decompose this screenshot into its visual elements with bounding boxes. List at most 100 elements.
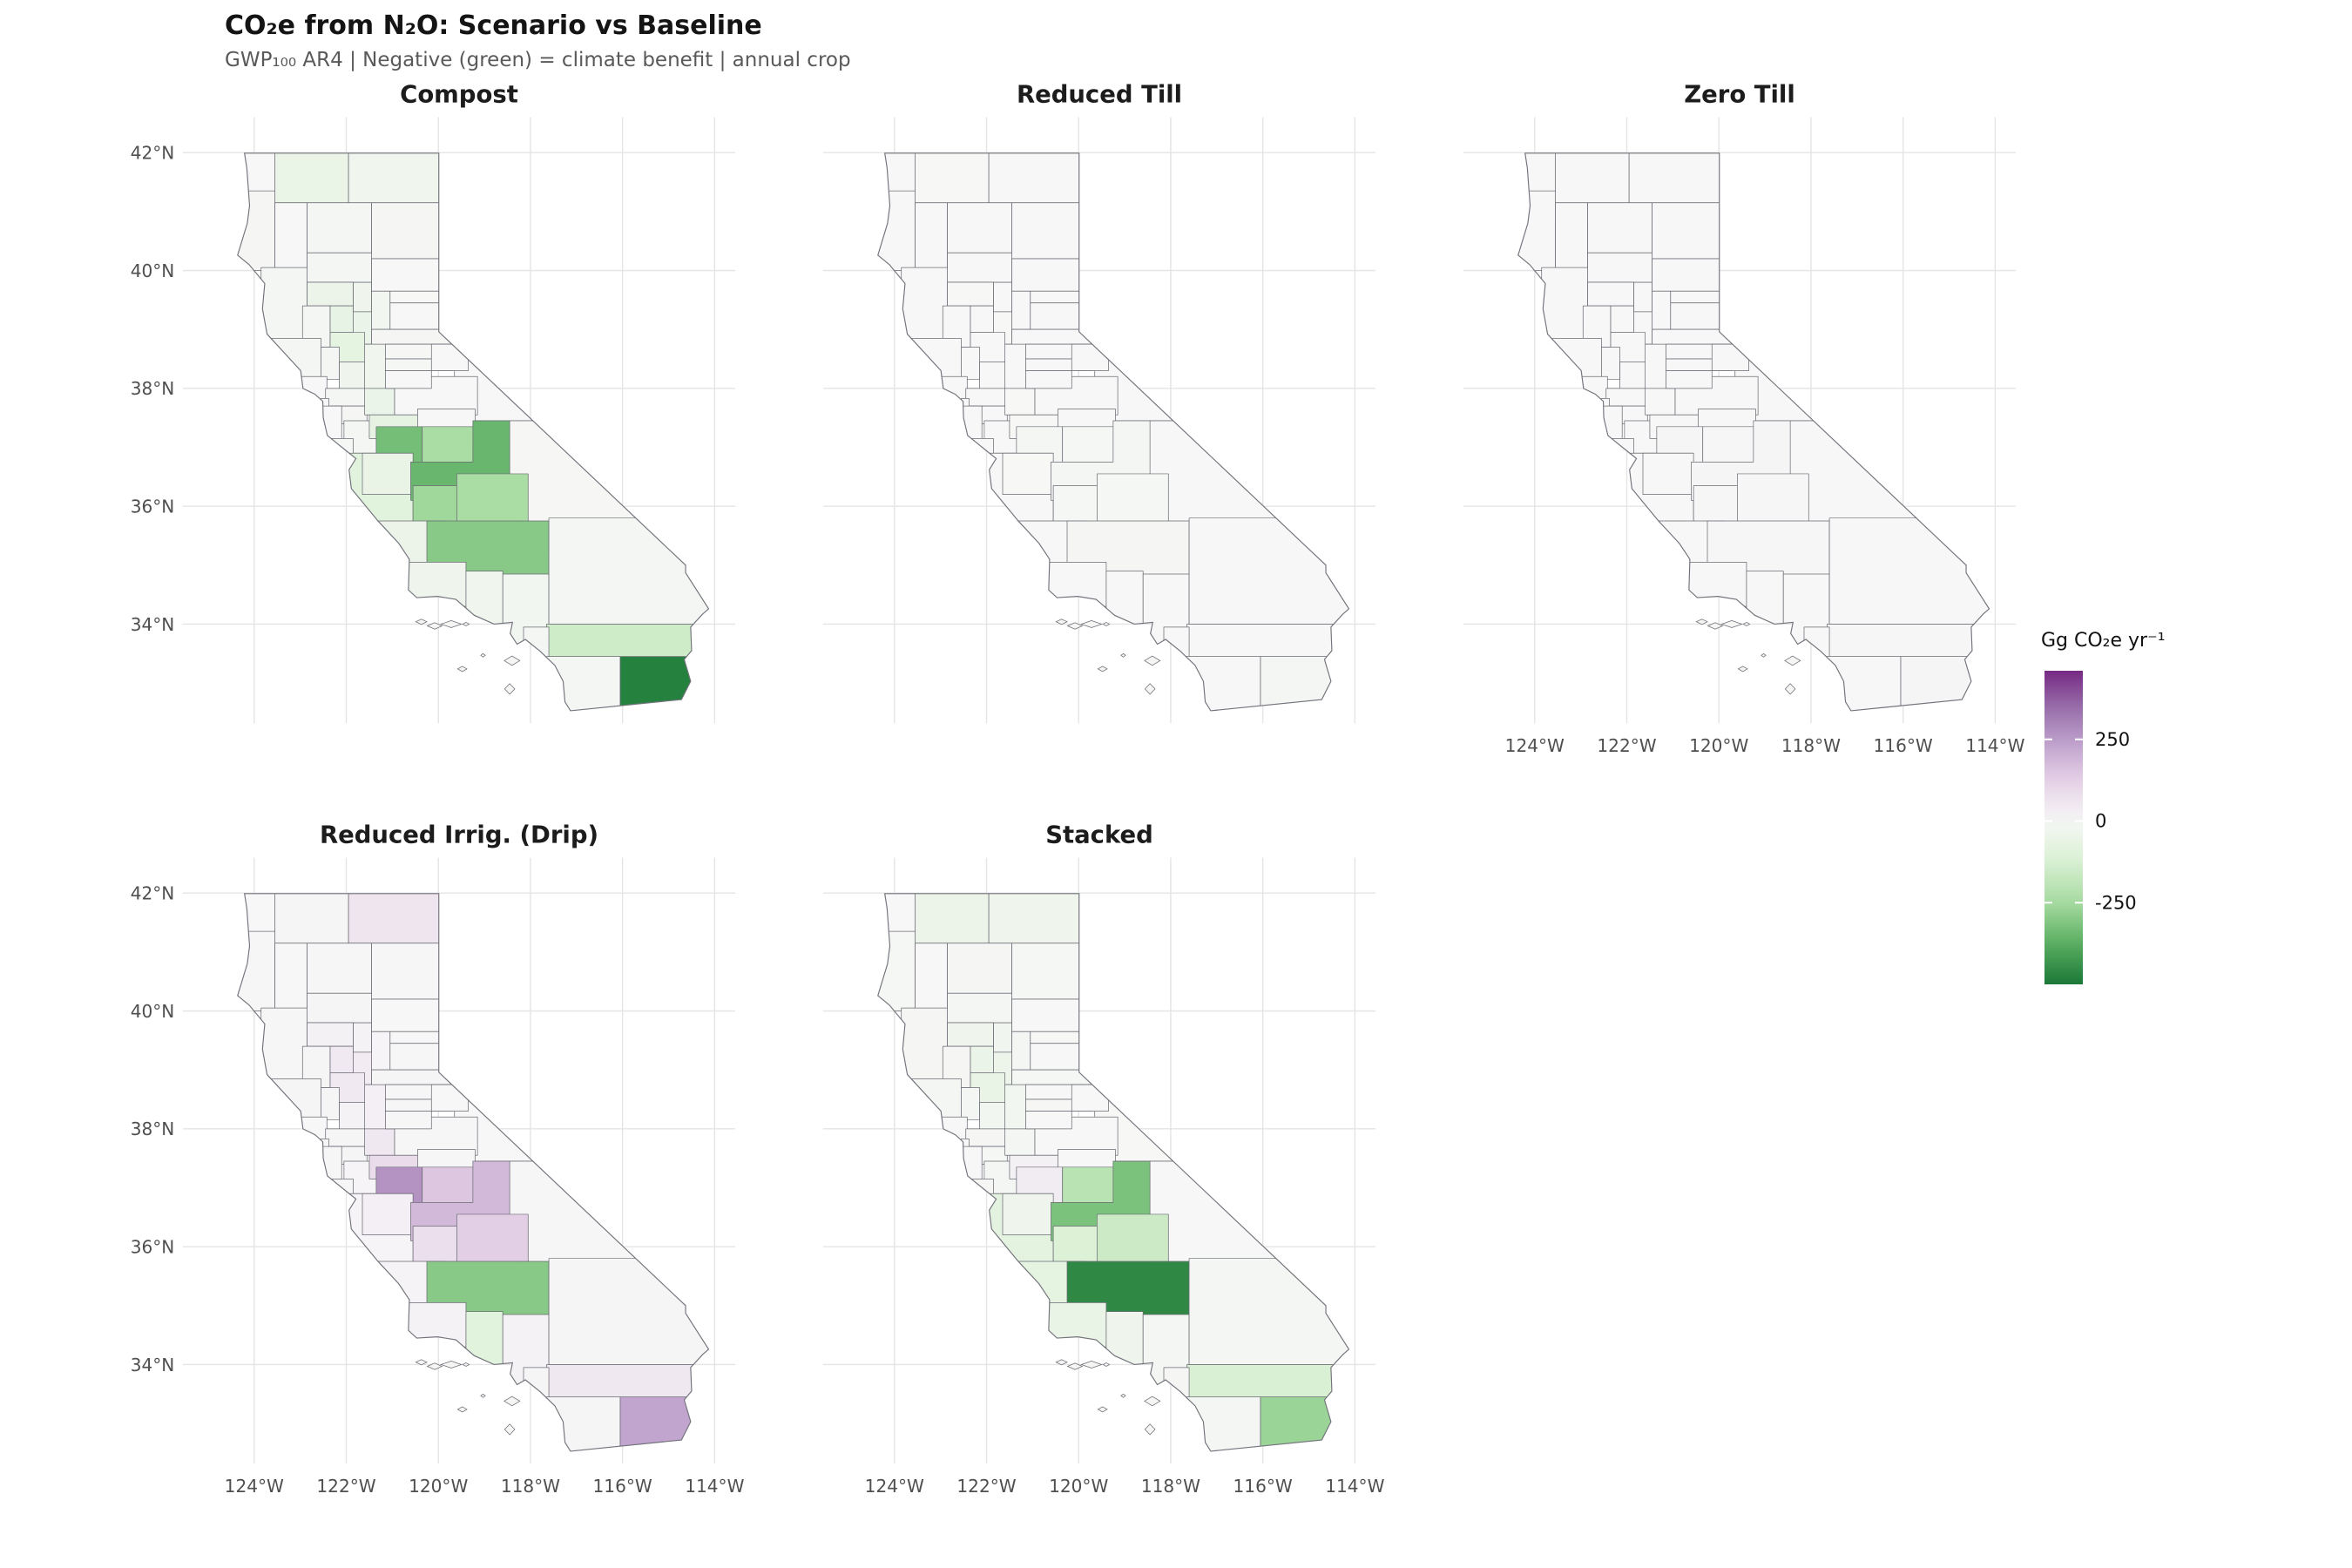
x-tick-label: 122°W — [1597, 735, 1656, 756]
y-tick-label: 36°N — [131, 1237, 175, 1258]
county-humboldt — [877, 930, 916, 1011]
county-trinity — [274, 943, 308, 1011]
county-riverside — [1186, 1364, 1349, 1401]
county-tulare — [1736, 473, 1809, 522]
county-san-joaquin — [1004, 388, 1036, 416]
map-zero-till: Zero Till 124°W 122°W 120°W 118°W 116°W 114°W — [1463, 81, 2025, 756]
county-orange — [1163, 1367, 1190, 1403]
county-humboldt — [237, 190, 275, 271]
county-sonoma — [1543, 337, 1602, 383]
channel-island — [1080, 620, 1103, 628]
county-madera — [422, 1166, 474, 1203]
county-san-bernardino — [1828, 517, 1990, 625]
county-san-bernardino — [548, 1258, 709, 1365]
county-imperial — [1900, 656, 1990, 711]
county-kings — [1052, 485, 1098, 522]
county-kings — [1052, 1226, 1098, 1262]
county-glenn — [1587, 281, 1634, 307]
county-butte — [353, 281, 372, 313]
channel-island — [1695, 618, 1708, 625]
x-tick-label: 116°W — [1874, 735, 1933, 756]
channel-island — [504, 655, 521, 666]
county-riverside — [546, 624, 709, 660]
county-solano — [979, 362, 1006, 389]
county-ventura — [465, 1311, 504, 1369]
county-contra-costa — [1605, 388, 1648, 407]
county-glenn — [307, 281, 354, 307]
channel-island — [415, 618, 428, 625]
panel-stacked: Stacked 124°W 122°W 120°W 118°W 116°W 114°W — [745, 819, 1389, 1505]
county-sierra — [1670, 290, 1734, 304]
y-tick-label: 38°N — [131, 378, 175, 399]
county-tehama — [307, 992, 372, 1024]
county-butte — [993, 1022, 1012, 1053]
colorbar: Gg CO₂e yr⁻¹ 250 0 -250 — [2041, 630, 2166, 984]
county-san-mateo — [958, 1146, 983, 1183]
county-nevada — [389, 1043, 453, 1071]
county-shasta — [947, 202, 1012, 253]
county-layer — [237, 152, 709, 711]
page-title: CO₂e from N₂O: Scenario vs Baseline — [225, 10, 762, 41]
page-subtitle: GWP₁₀₀ AR4 | Negative (green) = climate … — [225, 49, 851, 71]
county-del-norte — [237, 152, 275, 192]
facet-title-reduced-till: Reduced Till — [1017, 81, 1182, 109]
county-solano — [339, 362, 366, 389]
county-lassen — [371, 202, 453, 260]
x-tick-label: 122°W — [316, 1476, 375, 1497]
x-tick-label: 124°W — [1505, 735, 1565, 756]
channel-island — [1144, 1423, 1156, 1436]
county-humboldt — [877, 190, 916, 271]
county-humboldt — [237, 930, 275, 1011]
county-alpine — [430, 343, 469, 371]
county-plumas — [1011, 998, 1093, 1032]
panel-zero-till: Zero Till 124°W 122°W 120°W 118°W 116°W 114°W — [1385, 78, 2030, 765]
channel-island — [1784, 683, 1796, 695]
county-siskiyou — [915, 152, 990, 204]
county-solano — [1619, 362, 1646, 389]
panel-reduced-irrig-drip: Reduced Irrig. (Drip) 42°N 40°N 38°N 36°N 34°… — [105, 819, 749, 1505]
county-colusa — [970, 305, 994, 333]
county-alpine — [1071, 343, 1109, 371]
county-san-francisco — [1601, 397, 1610, 407]
county-marin — [940, 375, 968, 401]
county-tulare — [456, 473, 529, 522]
x-tick-label: 120°W — [1049, 1476, 1108, 1497]
facet-title-zero-till: Zero Till — [1684, 81, 1795, 109]
channel-island — [462, 1362, 470, 1367]
county-sonoma — [262, 337, 321, 383]
county-riverside — [546, 1364, 709, 1401]
county-contra-costa — [965, 388, 1008, 407]
county-placer — [1011, 328, 1093, 345]
x-tick-label: 116°W — [1233, 1476, 1293, 1497]
state-outline — [1517, 152, 1990, 712]
county-butte — [1633, 281, 1652, 313]
county-colusa — [329, 305, 354, 333]
county-san-bernardino — [548, 517, 709, 625]
channel-island — [1707, 622, 1724, 630]
channel-island — [504, 1396, 521, 1407]
county-colusa — [329, 1045, 354, 1073]
county-modoc — [1628, 152, 1734, 204]
channel-island — [504, 1423, 516, 1436]
county-alpine — [1071, 1084, 1109, 1112]
channel-island — [1102, 622, 1111, 626]
county-kings — [412, 485, 457, 522]
county-orange — [1163, 626, 1190, 663]
channel-island — [1737, 666, 1748, 672]
county-layer — [877, 152, 1349, 711]
facet-title-reduced-irrig-drip-: Reduced Irrig. (Drip) — [320, 821, 598, 849]
county-tulare — [1096, 1213, 1169, 1262]
county-nevada — [1030, 302, 1093, 330]
county-glenn — [307, 1022, 354, 1047]
county-marin — [300, 375, 328, 401]
county-trinity — [274, 202, 308, 271]
state-outline — [877, 893, 1350, 1452]
channel-island — [1080, 1361, 1103, 1369]
y-tick-label: 42°N — [131, 143, 175, 164]
county-sacramento — [362, 343, 386, 389]
county-san-benito — [362, 1193, 414, 1235]
county-yuba — [1011, 290, 1031, 330]
county-napa — [1601, 347, 1620, 381]
county-lassen — [1011, 202, 1093, 260]
x-tick-label: 120°W — [409, 1476, 468, 1497]
